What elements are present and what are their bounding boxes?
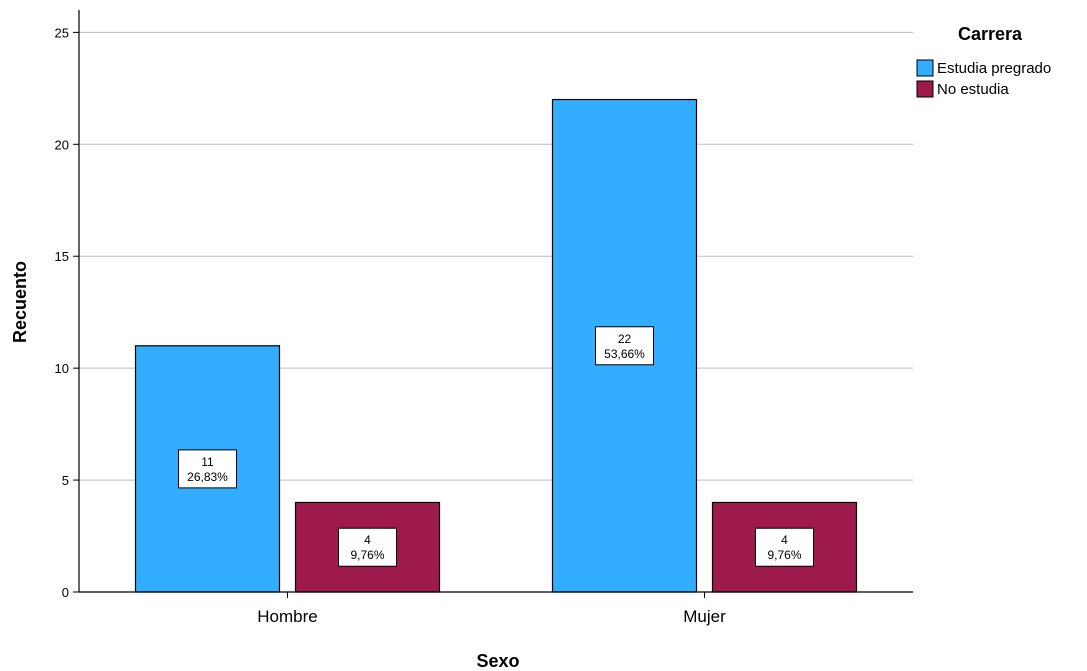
y-tick-label-15: 15	[55, 249, 69, 264]
y-tick-label-25: 25	[55, 25, 69, 40]
data-label-value-hombre-series-1: 4	[364, 533, 371, 547]
legend-label-1: No estudia	[937, 81, 1009, 98]
x-tick-label-hombre: Hombre	[257, 607, 317, 626]
data-label-percent-mujer-series-0: 53,66%	[604, 347, 645, 361]
y-tick-label-10: 10	[55, 361, 69, 376]
data-label-value-hombre-series-0: 11	[201, 455, 214, 469]
data-label-percent-hombre-series-1: 9,76%	[350, 548, 384, 562]
data-label-percent-hombre-series-0: 26,83%	[187, 470, 228, 484]
data-label-value-mujer-series-0: 22	[618, 332, 632, 346]
x-tick-label-mujer: Mujer	[683, 607, 726, 626]
legend-swatch-0	[916, 59, 934, 77]
y-tick-label-5: 5	[62, 473, 69, 488]
data-label-box-hombre-series-0	[178, 449, 237, 489]
y-tick-label-20: 20	[55, 137, 69, 152]
legend-swatch-1	[916, 80, 934, 98]
legend: Carrera Estudia pregrado No estudia	[916, 24, 1051, 98]
legend-title: Carrera	[958, 24, 1023, 44]
data-label-box-hombre-series-1	[338, 527, 397, 567]
y-axis-title: Recuento	[10, 261, 30, 343]
x-axis-title: Sexo	[476, 651, 519, 671]
data-label-value-mujer-series-1: 4	[781, 533, 788, 547]
legend-label-0: Estudia pregrado	[937, 60, 1051, 77]
data-label-box-mujer-series-0	[595, 326, 654, 366]
data-label-box-mujer-series-1	[755, 527, 814, 567]
y-tick-label-0: 0	[62, 585, 69, 600]
axes: 0 5 10 15 20 25 Hombre Mujer	[55, 10, 913, 626]
data-label-percent-mujer-series-1: 9,76%	[767, 548, 801, 562]
bars	[134, 98, 858, 593]
